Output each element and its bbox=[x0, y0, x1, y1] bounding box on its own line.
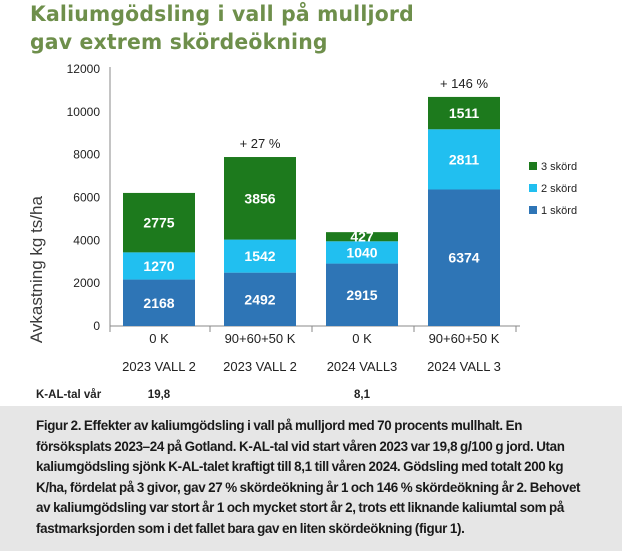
y-tick-label: 12000 bbox=[67, 62, 101, 76]
kal-value: 19,8 bbox=[148, 389, 171, 401]
bar-segment-2-skörd bbox=[224, 239, 296, 273]
legend-label: 2 skörd bbox=[541, 183, 577, 195]
title-line-1: Kaliumgödsling i vall på mulljord bbox=[30, 2, 414, 26]
kal-value: 8,1 bbox=[354, 389, 371, 401]
bar-segment-1-skörd bbox=[428, 189, 500, 326]
data-label: 1511 bbox=[449, 105, 480, 121]
data-label: 2915 bbox=[346, 287, 377, 303]
figure-caption-box: Figur 2. Effekter av kaliumgödsling i va… bbox=[0, 406, 622, 551]
legend-swatch bbox=[529, 162, 537, 170]
legend-label: 3 skörd bbox=[541, 161, 577, 173]
kal-row-label: K-AL-tal vår bbox=[36, 389, 102, 401]
y-tick-label: 10000 bbox=[67, 105, 101, 119]
x-group-label: 2024 VALL 3 bbox=[427, 359, 501, 374]
bar-segment-3-skörd bbox=[326, 232, 398, 242]
legend-swatch bbox=[529, 206, 537, 214]
data-label: 3856 bbox=[244, 190, 275, 206]
data-label: 427 bbox=[350, 229, 374, 245]
bar-segment-3-skörd bbox=[224, 157, 296, 240]
data-label: 2492 bbox=[244, 291, 275, 307]
stacked-bar-chart: 0 2000 4000 6000 8000 10000 12000 Avkastning kg… bbox=[27, 62, 577, 401]
title-line-2: gav extrem skördeökning bbox=[30, 30, 328, 54]
bar-segment-1-skörd bbox=[326, 263, 398, 326]
legend-label: 1 skörd bbox=[541, 205, 577, 217]
data-label: 2168 bbox=[143, 295, 174, 311]
increase-annotation: + 146 % bbox=[440, 76, 489, 91]
x-category-label: 90+60+50 K bbox=[225, 331, 296, 346]
data-label: 1542 bbox=[244, 248, 275, 264]
data-label: 1270 bbox=[143, 258, 174, 274]
bar-segment-1-skörd bbox=[224, 272, 296, 326]
x-group-label: 2023 VALL 2 bbox=[122, 359, 196, 374]
bar-segment-2-skörd bbox=[123, 252, 195, 280]
y-tick-label: 0 bbox=[93, 319, 100, 333]
data-label: 1040 bbox=[346, 244, 377, 260]
y-tick-label: 6000 bbox=[73, 191, 100, 205]
y-axis-label: Avkastning kg ts/ha bbox=[27, 196, 46, 344]
bar-segment-2-skörd bbox=[428, 129, 500, 190]
chart-area: 0 2000 4000 6000 8000 10000 12000 Avkastning kg… bbox=[0, 62, 622, 404]
chart-title: Kaliumgödsling i vall på mulljord gav ex… bbox=[30, 0, 414, 56]
increase-annotation: + 27 % bbox=[240, 136, 281, 151]
x-category-label: 0 K bbox=[352, 331, 372, 346]
data-label: 6374 bbox=[448, 250, 479, 266]
figure-caption: Figur 2. Effekter av kaliumgödsling i va… bbox=[36, 418, 581, 536]
data-label: 2775 bbox=[143, 215, 174, 231]
y-tick-label: 4000 bbox=[73, 233, 100, 247]
legend-swatch bbox=[529, 184, 537, 192]
bar-segment-1-skörd bbox=[123, 279, 195, 326]
x-category-label: 90+60+50 K bbox=[429, 331, 500, 346]
bar-segment-3-skörd bbox=[123, 192, 195, 253]
data-label: 2811 bbox=[449, 151, 480, 167]
y-tick-label: 2000 bbox=[73, 276, 100, 290]
x-group-label: 2024 VALL3 bbox=[327, 359, 398, 374]
x-group-label: 2023 VALL 2 bbox=[223, 359, 297, 374]
bar-segment-3-skörd bbox=[428, 96, 500, 130]
y-tick-label: 8000 bbox=[73, 148, 100, 162]
x-category-label: 0 K bbox=[149, 331, 169, 346]
bar-segment-2-skörd bbox=[326, 241, 398, 264]
